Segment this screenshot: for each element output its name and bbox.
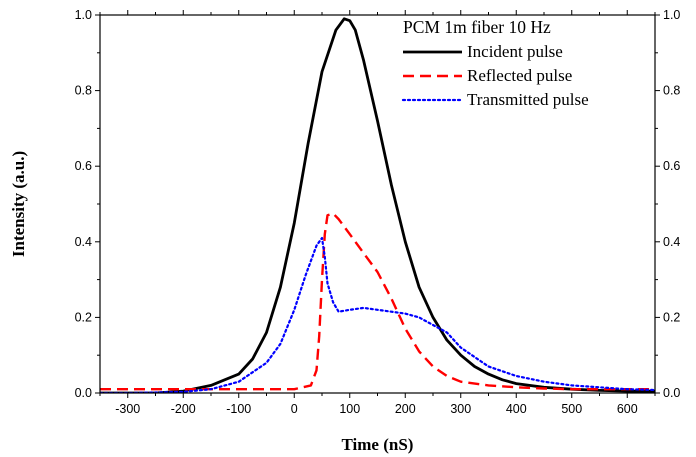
y-tick-label-right: 1.0 <box>663 8 680 22</box>
legend-label-2: Reflected pulse <box>467 66 572 85</box>
legend-label-1: Incident pulse <box>467 42 563 61</box>
x-tick-label: 400 <box>506 402 527 416</box>
y-tick-label-left: 0.0 <box>75 386 92 400</box>
y-tick-label-left: 0.8 <box>75 84 92 98</box>
y-tick-label-left: 0.6 <box>75 159 92 173</box>
x-tick-label: -200 <box>171 402 196 416</box>
series-line-1 <box>100 17 655 393</box>
x-tick-label: -100 <box>226 402 251 416</box>
x-tick-label: 0 <box>291 402 298 416</box>
x-tick-label: 300 <box>450 402 471 416</box>
x-tick-label: 200 <box>395 402 416 416</box>
y-tick-label-left: 1.0 <box>75 8 92 22</box>
legend-title: PCM 1m fiber 10 Hz <box>403 17 551 37</box>
series-line-3 <box>100 236 655 393</box>
legend-label-3: Transmitted pulse <box>467 90 589 109</box>
x-tick-label: -300 <box>115 402 140 416</box>
y-tick-label-right: 0.8 <box>663 84 680 98</box>
y-tick-label-left: 0.2 <box>75 310 92 324</box>
y-tick-label-right: 0.6 <box>663 159 680 173</box>
ticks-layer: -300 -200 -100 0 100 200 300 400 500 600 0.0 0.0 0.2… <box>75 8 681 416</box>
x-axis-title: Time (nS) <box>342 435 414 454</box>
y-tick-label-right: 0.0 <box>663 386 680 400</box>
series-layer <box>100 17 655 393</box>
y-tick-label-left: 0.4 <box>75 235 92 249</box>
series-line-2 <box>100 212 655 391</box>
y-tick-label-right: 0.4 <box>663 235 680 249</box>
y-tick-label-right: 0.2 <box>663 310 680 324</box>
legend: PCM 1m fiber 10 Hz Incident pulse Reflect… <box>401 17 589 109</box>
x-tick-label: 100 <box>339 402 360 416</box>
x-tick-label: 600 <box>617 402 638 416</box>
x-tick-label: 500 <box>561 402 582 416</box>
y-axis-title: Intensity (a.u.) <box>9 151 28 257</box>
